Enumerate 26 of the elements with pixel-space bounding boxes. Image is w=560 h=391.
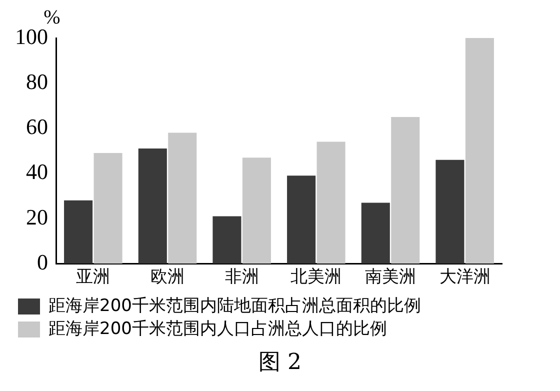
y-tick-label: 0 — [37, 249, 48, 274]
bar — [316, 142, 346, 264]
bar — [436, 160, 464, 264]
bar — [168, 132, 197, 264]
bar — [361, 202, 390, 264]
bar — [64, 200, 93, 264]
x-tick-label: 欧洲 — [150, 267, 184, 288]
bar — [391, 116, 420, 264]
legend-label: 距海岸200千米范围内人口占洲总人口的比例 — [48, 318, 387, 339]
legend-label: 距海岸200千米范围内陆地面积占洲总面积的比例 — [48, 296, 421, 316]
x-tick-label: 非洲 — [224, 267, 259, 288]
bar — [242, 158, 271, 264]
y-tick-label: 60 — [26, 114, 48, 140]
bar — [465, 38, 494, 264]
caption: 图 2 — [258, 349, 302, 377]
x-tick-label: 亚洲 — [76, 267, 110, 288]
y-tick-label: 40 — [26, 159, 48, 184]
x-tick-label: 南美洲 — [365, 267, 416, 288]
bar — [94, 153, 122, 264]
bar — [138, 148, 167, 264]
y-tick-label: 80 — [26, 68, 48, 94]
bar — [212, 216, 242, 264]
x-tick-label: 北美洲 — [290, 267, 342, 288]
x-tick-label: 大洋洲 — [439, 267, 490, 288]
bar — [287, 176, 316, 264]
y-tick-label: 20 — [26, 204, 48, 230]
